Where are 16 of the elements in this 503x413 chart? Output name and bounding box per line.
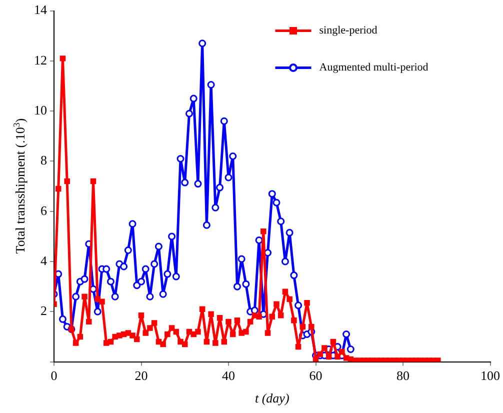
- x-tick-label: 0: [50, 368, 58, 384]
- x-tick-label: 100: [480, 368, 500, 384]
- y-tick-label: 2: [40, 303, 47, 318]
- legend-label: Augmented multi-period: [319, 62, 429, 74]
- x-axis-title: t (day): [254, 390, 290, 406]
- legend-label: single-period: [319, 24, 378, 37]
- x-tick-label: 20: [134, 368, 148, 384]
- y-tick-label: 4: [40, 252, 48, 268]
- x-tick-label: 60: [309, 368, 322, 384]
- y-tick-label: 6: [40, 202, 48, 218]
- y-tick-label: 14: [34, 2, 48, 18]
- y-tick-label: 12: [34, 52, 47, 68]
- y-tick-label: 10: [34, 102, 47, 118]
- x-tick-label: 80: [396, 368, 410, 384]
- x-tick-label: 40: [222, 368, 235, 384]
- y-tick-label: 8: [40, 152, 47, 168]
